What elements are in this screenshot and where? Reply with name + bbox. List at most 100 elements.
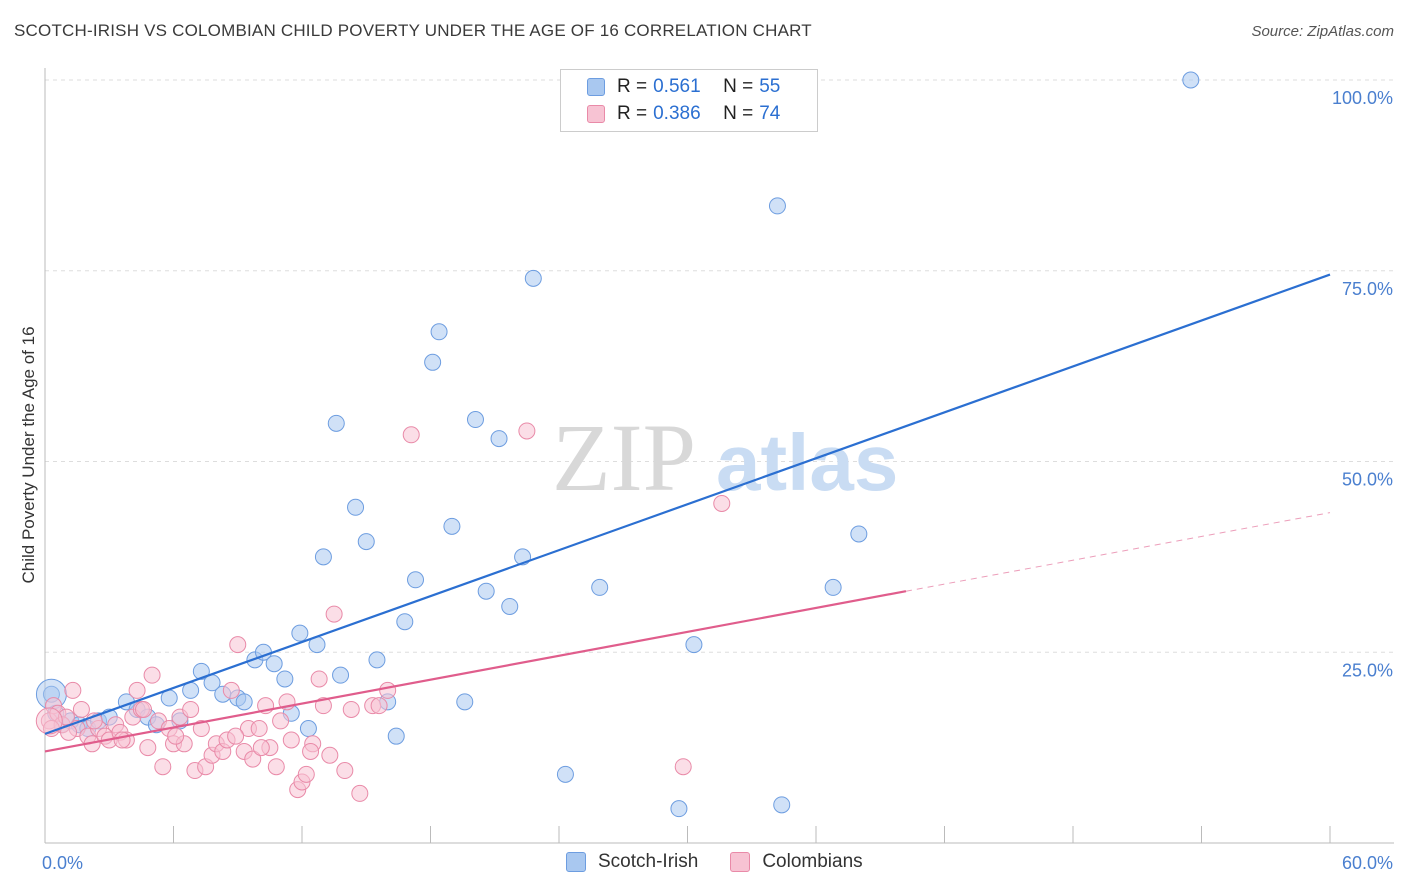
y-tick-label: 75.0% <box>1342 279 1393 299</box>
data-point <box>524 269 542 287</box>
data-point <box>466 411 484 429</box>
legend-n-key: N = <box>723 76 754 97</box>
legend-swatch-scotch-irish <box>587 78 605 96</box>
data-point <box>685 636 703 654</box>
data-point <box>154 758 172 776</box>
tick-labels: 25.0% 50.0% 75.0% 100.0% 0.0% 60.0% <box>42 88 1393 873</box>
legend-r-value: 0.561 <box>653 76 701 97</box>
data-point <box>64 681 82 699</box>
data-point <box>332 666 350 684</box>
legend-n-value: 74 <box>759 103 781 124</box>
data-point <box>291 624 309 642</box>
data-point <box>387 727 405 745</box>
data-point <box>456 693 474 711</box>
data-point <box>222 681 240 699</box>
data-point <box>336 762 354 780</box>
y-tick-label: 50.0% <box>1342 470 1393 490</box>
data-point <box>670 800 688 818</box>
data-point <box>113 731 131 749</box>
data-point <box>368 651 386 669</box>
data-point <box>591 578 609 596</box>
data-point <box>192 662 210 680</box>
data-point <box>321 746 339 764</box>
trend-line-scotch-irish <box>44 273 1331 735</box>
legend-r-value: 0.386 <box>653 103 701 124</box>
data-point <box>182 700 200 718</box>
data-point <box>135 700 153 718</box>
data-point <box>347 498 365 516</box>
y-tick-label: 25.0% <box>1342 660 1393 680</box>
data-point <box>192 720 210 738</box>
watermark-zip: ZIP <box>552 404 696 511</box>
data-point <box>370 697 388 715</box>
data-point <box>310 670 328 688</box>
data-point <box>167 727 185 745</box>
series-scotch-irish-points <box>35 71 1200 818</box>
data-point <box>443 517 461 535</box>
data-point <box>252 739 270 757</box>
data-point <box>250 720 268 738</box>
data-point <box>824 578 842 596</box>
data-point <box>342 700 360 718</box>
data-point <box>402 426 420 444</box>
data-point <box>267 758 285 776</box>
data-point <box>351 784 369 802</box>
data-point <box>143 666 161 684</box>
data-point <box>72 700 90 718</box>
data-point <box>276 670 294 688</box>
data-point <box>139 739 157 757</box>
legend-item-scotch-irish[interactable]: Scotch-Irish <box>566 851 698 873</box>
data-point <box>850 525 868 543</box>
data-point <box>128 681 146 699</box>
legend-swatch-colombians <box>587 105 605 123</box>
data-point <box>357 533 375 551</box>
data-point <box>379 681 397 699</box>
y-tick-label: 100.0% <box>1332 88 1393 108</box>
y-axis-label: Child Poverty Under the Age of 16 <box>19 326 38 583</box>
data-point <box>713 494 731 512</box>
data-point <box>501 597 519 615</box>
source-label: Source: ZipAtlas.com <box>1251 23 1394 40</box>
legend-n-value: 55 <box>759 76 781 97</box>
correlation-legend: R = 0.561 N = 55 R = 0.386 N = 74 <box>560 69 818 132</box>
legend-item-colombians[interactable]: Colombians <box>730 851 863 873</box>
legend-r-key: R = <box>617 76 648 97</box>
data-point <box>314 548 332 566</box>
data-point <box>407 571 425 589</box>
legend-swatch-scotch-irish <box>566 852 586 872</box>
data-point-cluster <box>35 707 63 735</box>
legend-swatch-colombians <box>730 852 751 872</box>
data-point <box>518 422 536 440</box>
data-point <box>297 765 315 783</box>
trend-line-extension <box>905 512 1331 592</box>
trend-line-colombians <box>44 590 907 753</box>
data-point <box>430 323 448 341</box>
trend-lines <box>44 273 1331 753</box>
data-point <box>424 353 442 371</box>
data-point <box>1182 71 1200 89</box>
legend-n-key: N = <box>723 103 754 124</box>
series-legend: Scotch-Irish Colombians <box>566 851 895 873</box>
legend-row-scotch-irish: R = 0.561 N = 55 <box>587 74 780 100</box>
legend-row-colombians: R = 0.386 N = 74 <box>587 101 780 127</box>
series-colombians-points <box>35 422 731 802</box>
gridlines <box>45 79 1394 653</box>
data-point <box>282 731 300 749</box>
data-point <box>768 197 786 215</box>
data-point <box>325 605 343 623</box>
data-point <box>773 796 791 814</box>
x-tick-label: 0.0% <box>42 853 83 873</box>
data-point <box>314 697 332 715</box>
data-point <box>302 742 320 760</box>
data-point <box>227 727 245 745</box>
x-tick-label: 60.0% <box>1342 853 1393 873</box>
data-point <box>327 414 345 432</box>
chart-title: SCOTCH-IRISH VS COLOMBIAN CHILD POVERTY … <box>14 21 812 40</box>
data-point <box>265 655 283 673</box>
data-point <box>556 765 574 783</box>
watermark: ZIP atlas <box>552 404 898 511</box>
data-point <box>477 582 495 600</box>
legend-r-key: R = <box>617 103 648 124</box>
data-point <box>396 613 414 631</box>
